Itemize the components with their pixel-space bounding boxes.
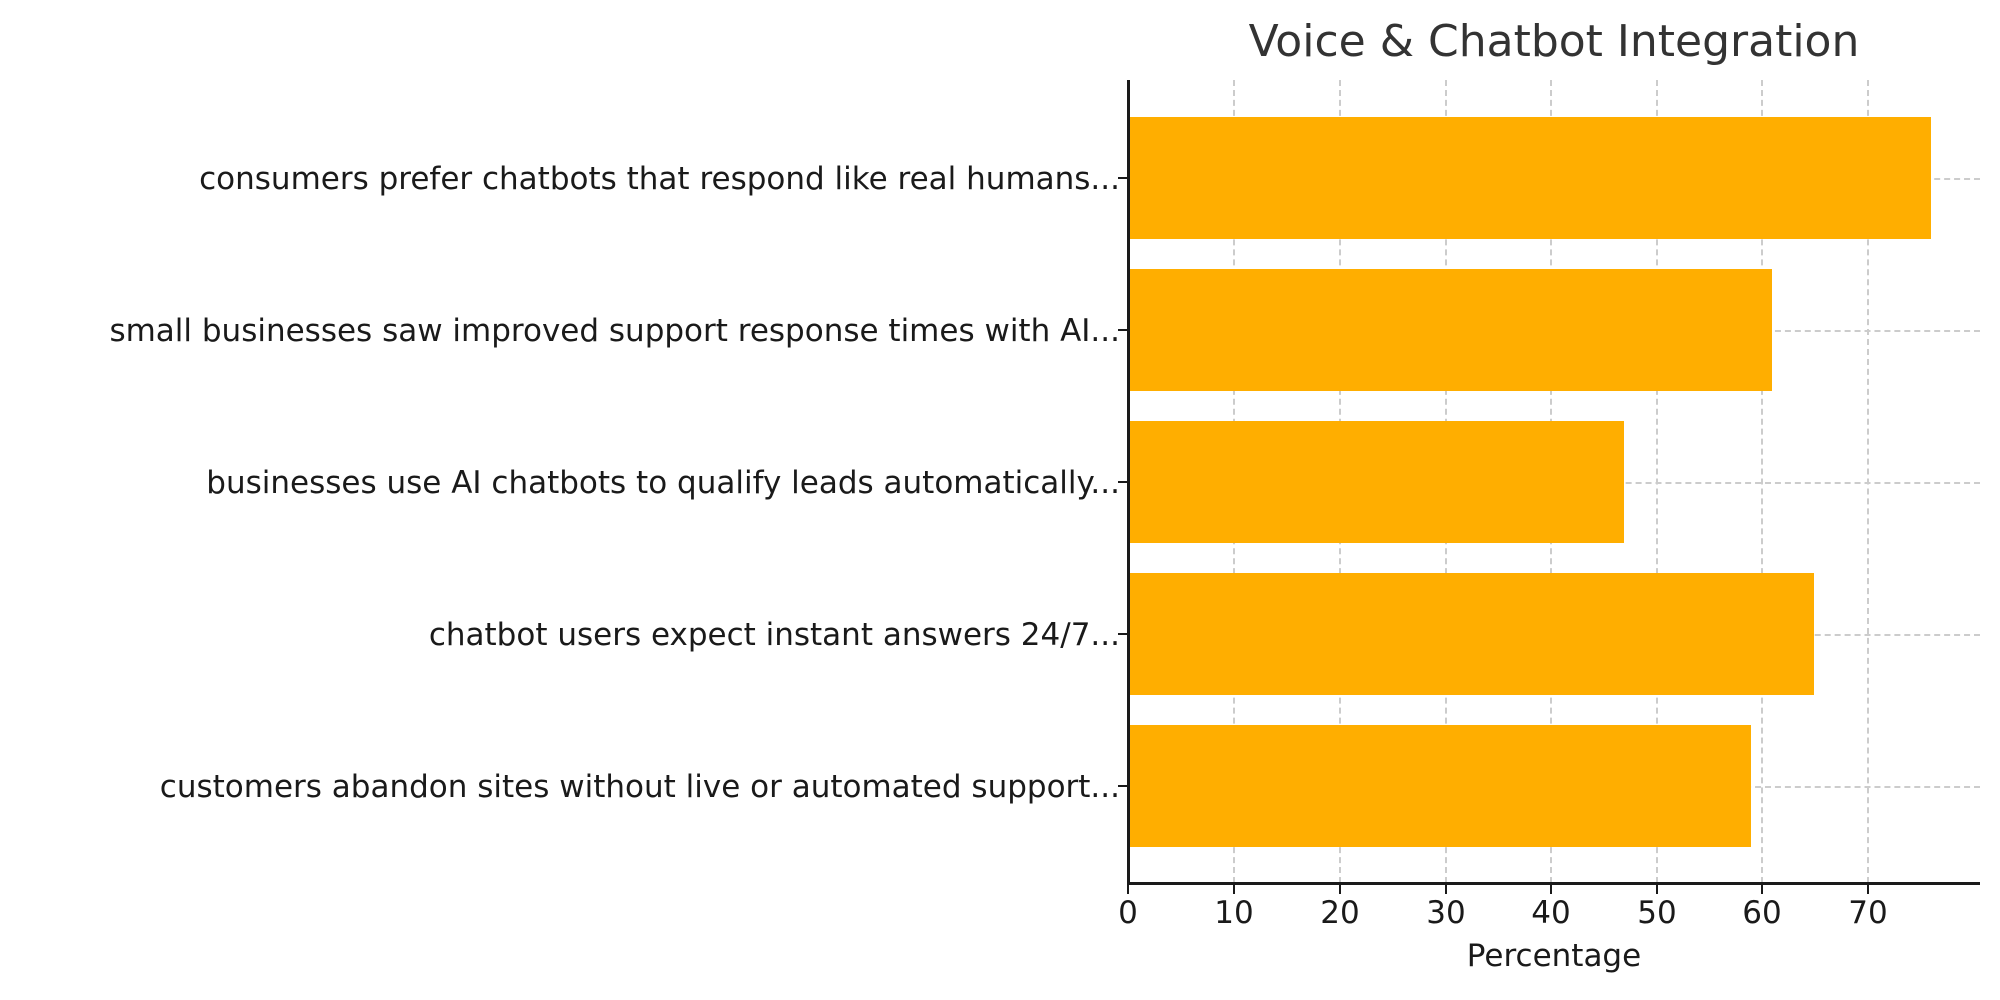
x-tick-label-30: 30 <box>1426 895 1466 931</box>
x-tick-label-60: 60 <box>1742 895 1782 931</box>
bar-0 <box>1128 117 1931 239</box>
x-tick-label-50: 50 <box>1637 895 1677 931</box>
x-tick-20 <box>1339 885 1341 894</box>
y-label-1: small businesses saw improved support re… <box>109 313 1120 349</box>
y-label-3: chatbot users expect instant answers 24/… <box>428 617 1120 653</box>
y-tick-2 <box>1118 481 1128 483</box>
x-tick-label-10: 10 <box>1214 895 1254 931</box>
x-tick-0 <box>1127 885 1129 894</box>
y-label-0: consumers prefer chatbots that respond l… <box>199 161 1120 197</box>
x-tick-10 <box>1233 885 1235 894</box>
gridline-60 <box>1761 80 1763 883</box>
y-tick-4 <box>1118 785 1128 787</box>
bar-2 <box>1128 421 1625 543</box>
x-tick-30 <box>1445 885 1447 894</box>
x-tick-label-40: 40 <box>1531 895 1571 931</box>
bar-3 <box>1128 573 1815 695</box>
y-axis-line <box>1127 80 1130 885</box>
y-tick-3 <box>1118 633 1128 635</box>
x-tick-50 <box>1656 885 1658 894</box>
y-label-4: customers abandon sites without live or … <box>159 769 1120 805</box>
x-axis-title: Percentage <box>1466 938 1642 974</box>
plot-area <box>1128 80 1980 883</box>
y-tick-1 <box>1118 329 1128 331</box>
x-tick-label-20: 20 <box>1320 895 1360 931</box>
y-tick-0 <box>1118 177 1128 179</box>
x-tick-label-70: 70 <box>1848 895 1888 931</box>
gridline-50 <box>1656 80 1658 883</box>
x-axis-line <box>1127 882 1980 885</box>
y-label-2: businesses use AI chatbots to qualify le… <box>206 465 1120 501</box>
x-tick-40 <box>1550 885 1552 894</box>
gridline-70 <box>1867 80 1869 883</box>
x-tick-70 <box>1867 885 1869 894</box>
bar-4 <box>1128 725 1752 847</box>
bar-1 <box>1128 269 1773 391</box>
x-tick-60 <box>1761 885 1763 894</box>
chart-title: Voice & Chatbot Integration <box>1248 16 1860 67</box>
x-tick-label-0: 0 <box>1118 895 1138 931</box>
